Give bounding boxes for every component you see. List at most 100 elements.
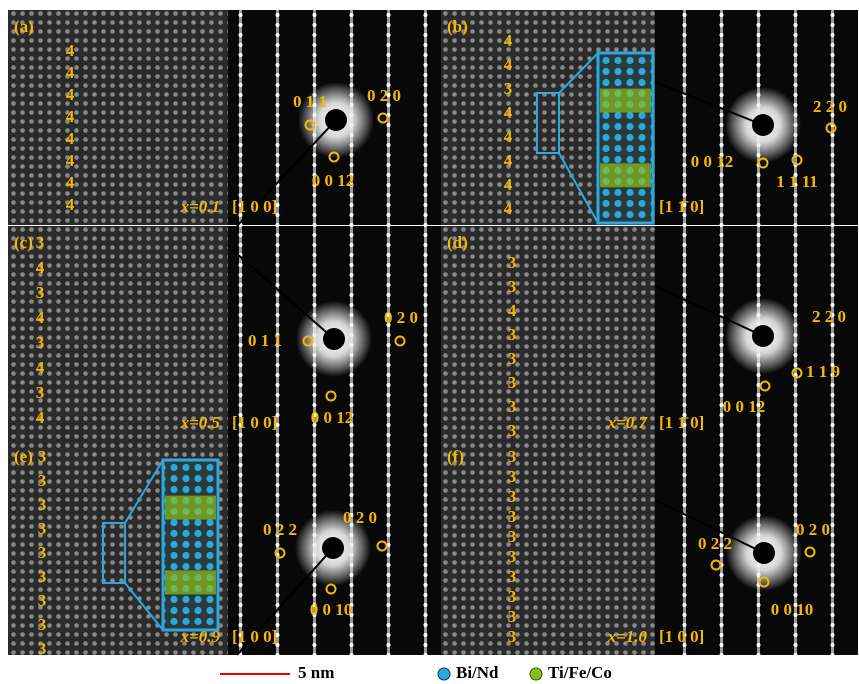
layer-count: 3 — [508, 397, 517, 416]
spot-label: 1 1 11 — [776, 172, 818, 191]
zone-axis: [1 1̄ 0] — [659, 413, 704, 432]
layer-count: 4 — [66, 129, 75, 148]
panel-label: (f) — [447, 447, 464, 466]
layer-count: 3 — [38, 495, 47, 514]
inset-atoms — [598, 53, 653, 223]
layer-count: 4 — [66, 107, 75, 126]
layer-count: 3 — [508, 627, 517, 646]
composition-label: x=0.7 — [607, 413, 649, 432]
layer-count: 3 — [508, 487, 517, 506]
legend-swatch — [438, 668, 450, 680]
layer-count: 4 — [36, 308, 45, 327]
layer-count: 3 — [508, 447, 517, 466]
layer-count: 4 — [504, 127, 513, 146]
spot-label: 0 2 0 — [367, 86, 401, 105]
layer-count: 3 — [38, 639, 47, 658]
layer-count: 3 — [38, 543, 47, 562]
layer-count: 3 — [508, 507, 517, 526]
spot-label: 0 2 0 — [796, 520, 830, 539]
layer-count: 3 — [36, 233, 45, 252]
panel-label: (c) — [14, 233, 33, 252]
layer-count: 4 — [504, 103, 513, 122]
spot-label: 2 2 0 — [813, 97, 847, 116]
spot-label: 0 0 12 — [723, 397, 766, 416]
inset-atoms — [163, 460, 218, 630]
layer-count: 4 — [36, 408, 45, 427]
panel-label: (b) — [447, 17, 468, 36]
inset-b-site — [600, 163, 651, 187]
layer-count: 3 — [508, 421, 517, 440]
layer-count: 3 — [508, 607, 517, 626]
layer-count: 3 — [38, 567, 47, 586]
layer-count: 4 — [66, 195, 75, 214]
figure: (a) 4 4 4 4 4 4 4 4 x=0.1 [1 0 0] 0 1 1 0 2 0 0 0 12 (… — [0, 0, 859, 684]
layer-count: 4 — [36, 258, 45, 277]
inset-b-site — [600, 89, 651, 113]
layer-count: 3 — [504, 79, 513, 98]
spot-label: 0 0 12 — [312, 171, 355, 190]
panels: (a) 4 4 4 4 4 4 4 4 x=0.1 [1 0 0] 0 1 1 0 2 0 0 0 12 (… — [8, 10, 858, 658]
zone-axis: [1 0 0] — [232, 413, 277, 432]
spot-label: 0 0 10 — [771, 600, 814, 619]
zone-axis: [1 0 0] — [232, 627, 277, 646]
layer-count: 3 — [38, 519, 47, 538]
layer-count: 4 — [66, 173, 75, 192]
composition-label: x=0.5 — [180, 413, 221, 432]
zone-axis: [1 0 0] — [232, 197, 277, 216]
zone-axis: [1 1̄ 0] — [659, 197, 704, 216]
spot-label: 0 0 12 — [691, 152, 734, 171]
layer-count: 3 — [508, 587, 517, 606]
legend-label: Bi/Nd — [456, 663, 499, 682]
layer-count: 4 — [504, 199, 513, 218]
spot-label: 0 2 2 — [698, 534, 732, 553]
layer-count: 3 — [36, 383, 45, 402]
spot-label: 0 1 1 — [248, 331, 282, 350]
panel-label: (d) — [447, 233, 468, 252]
layer-count: 3 — [508, 547, 517, 566]
spot-label: 2 2 0 — [812, 307, 846, 326]
panel-label: (a) — [14, 17, 34, 36]
layer-count: 4 — [36, 358, 45, 377]
spot-label: 0 2 2 — [263, 520, 297, 539]
layer-count: 3 — [508, 253, 517, 272]
inset-b-site — [165, 570, 216, 594]
layer-count: 3 — [38, 447, 47, 466]
layer-count: 3 — [38, 615, 47, 634]
layer-count: 4 — [66, 85, 75, 104]
layer-count: 3 — [36, 283, 45, 302]
layer-count: 4 — [66, 63, 75, 82]
layer-count: 4 — [508, 301, 517, 320]
haadf-shade — [441, 440, 655, 655]
spot-label: 1 1 9 — [806, 362, 840, 381]
layer-count: 3 — [508, 325, 517, 344]
layer-count: 3 — [36, 333, 45, 352]
layer-count: 4 — [504, 151, 513, 170]
spot-label: 0 2 0 — [384, 308, 418, 327]
legend-swatch — [530, 668, 542, 680]
layer-count: 3 — [508, 349, 517, 368]
spot-label: 0 2 0 — [343, 508, 377, 527]
layer-count: 3 — [508, 373, 517, 392]
layer-count: 3 — [38, 471, 47, 490]
layer-count: 4 — [66, 151, 75, 170]
scale-bar-label: 5 nm — [298, 663, 334, 682]
layer-count: 3 — [508, 277, 517, 296]
haadf-shade — [441, 226, 655, 441]
layer-count: 4 — [66, 41, 75, 60]
composition-label: x=0.1 — [180, 197, 220, 216]
layer-count: 3 — [38, 591, 47, 610]
panel-label: (e) — [14, 447, 33, 466]
inset-b-site — [165, 496, 216, 520]
composition-label: x=1.0 — [607, 627, 648, 646]
zone-axis: [1 0 0] — [659, 627, 704, 646]
layer-count: 3 — [508, 567, 517, 586]
layer-count: 3 — [508, 527, 517, 546]
layer-count: 3 — [508, 467, 517, 486]
layer-count: 4 — [504, 175, 513, 194]
spot-label: 0 1 1 — [293, 92, 327, 111]
legend-label: Ti/Fe/Co — [548, 663, 612, 682]
spot-label: 0 0 10 — [310, 600, 353, 619]
haadf-shade — [8, 10, 228, 225]
spot-label: 0 0 12 — [311, 408, 354, 427]
layer-count: 4 — [504, 31, 513, 50]
